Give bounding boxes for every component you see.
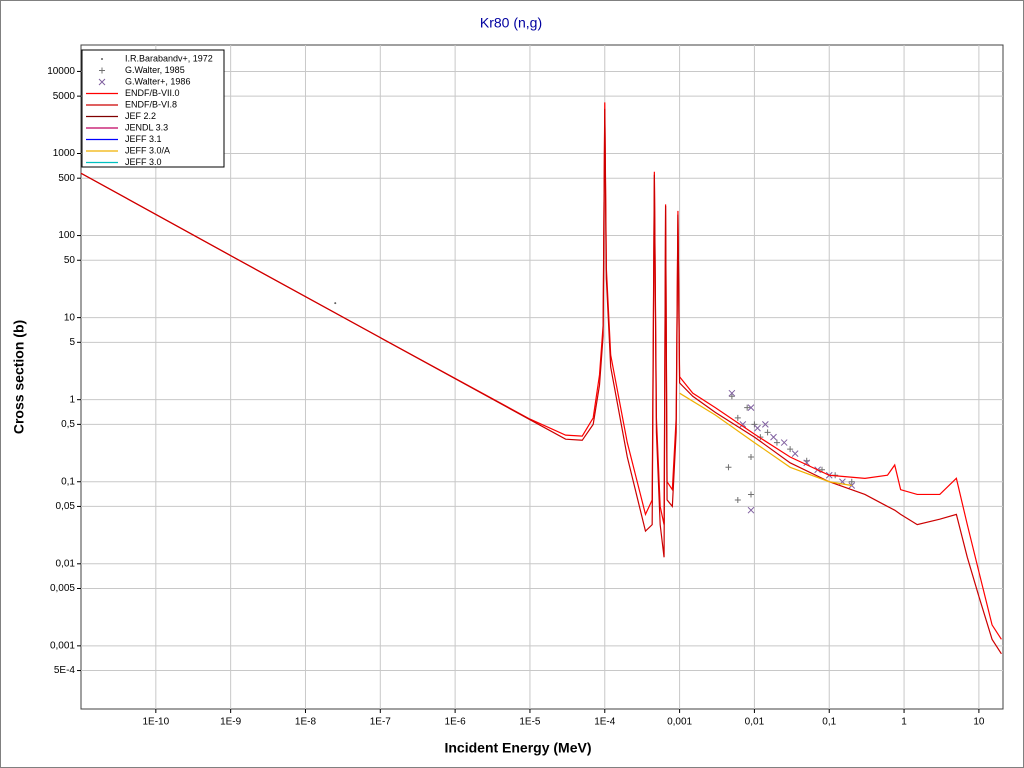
x-tick-label: 1 [901, 717, 907, 728]
data-point [754, 424, 761, 432]
data-point [791, 450, 799, 457]
legend-label: G.Walter, 1985 [125, 65, 185, 75]
y-tick-label: 100 [58, 230, 75, 241]
y-tick-label: 1 [69, 394, 75, 405]
data-point [725, 464, 732, 471]
x-tick-label: 1E-10 [142, 717, 169, 728]
legend-box [81, 49, 225, 168]
y-tick-label: 0,5 [61, 419, 75, 430]
data-point [744, 404, 751, 411]
data-point [761, 421, 769, 428]
data-point [848, 478, 855, 485]
marks [80, 102, 1002, 655]
series-line [80, 108, 1002, 655]
x-axis-label: Incident Energy (MeV) [444, 740, 591, 756]
y-tick-label: 0,1 [61, 476, 75, 487]
legend-label: JEFF 3.1 [125, 134, 162, 144]
legend-label: JENDL 3.3 [125, 122, 168, 132]
data-point [751, 421, 758, 428]
data-point [787, 446, 794, 453]
y-tick-label: 0,001 [50, 640, 75, 651]
y-tick-label: 1000 [53, 148, 76, 159]
x-tick-label: 1E-5 [519, 717, 541, 728]
legend-label: ENDF/B-VI.8 [125, 99, 177, 109]
legend-label: JEFF 3.0/A [125, 145, 170, 155]
chart-title: Kr80 (n,g) [480, 15, 542, 31]
x-tick-label: 1E-8 [295, 717, 317, 728]
data-point [747, 491, 754, 498]
data-point [334, 302, 337, 305]
x-tick-label: 0,001 [667, 717, 692, 728]
legend-swatch [98, 78, 106, 86]
y-tick-label: 10 [64, 312, 76, 323]
data-point [747, 404, 755, 411]
x-tick-label: 0,1 [822, 717, 836, 728]
y-tick-label: 0,01 [56, 558, 76, 569]
legend-label: JEF 2.2 [125, 111, 156, 121]
y-tick-label: 10000 [47, 66, 75, 77]
legend-label: ENDF/B-VII.0 [125, 88, 180, 98]
data-point [728, 393, 735, 400]
x-tick-label: 1E-4 [594, 717, 616, 728]
data-point [728, 389, 736, 397]
legend-swatch [99, 67, 105, 74]
y-tick-label: 500 [58, 173, 75, 184]
y-axis-label: Cross section (b) [11, 320, 27, 434]
data-point [764, 429, 771, 436]
y-tick-label: 5000 [53, 91, 76, 102]
x-tick-label: 1E-6 [445, 717, 467, 728]
data-point [747, 506, 755, 514]
data-point [739, 421, 747, 428]
y-tick-label: 50 [64, 255, 76, 266]
data-point [780, 439, 788, 446]
x-tick-label: 10 [973, 717, 985, 728]
y-tick-label: 0,005 [50, 583, 75, 594]
legend-label: G.Walter+, 1986 [125, 76, 190, 86]
series-line [679, 392, 852, 487]
y-tick-label: 5E-4 [54, 665, 76, 676]
data-point [734, 414, 741, 421]
y-tick-label: 5 [69, 337, 75, 348]
legend: I.R.Barabandv+, 1972 G.Walter, 1985G.Walt… [81, 49, 225, 168]
x-tick-label: 1E-9 [220, 717, 242, 728]
legend-label: I.R.Barabandv+, 1972 [125, 53, 213, 63]
x-tick-label: 1E-7 [370, 717, 392, 728]
data-point [803, 459, 811, 467]
y-tick-label: 0,05 [56, 501, 76, 512]
plot-area [80, 44, 1004, 710]
x-tick-label: 0,01 [745, 717, 765, 728]
data-point [734, 496, 741, 503]
data-point [747, 454, 754, 461]
legend-label: JEFF 3.0 [125, 157, 162, 167]
legend-swatch [101, 58, 103, 60]
data-point [773, 439, 780, 446]
data-point [770, 433, 777, 441]
